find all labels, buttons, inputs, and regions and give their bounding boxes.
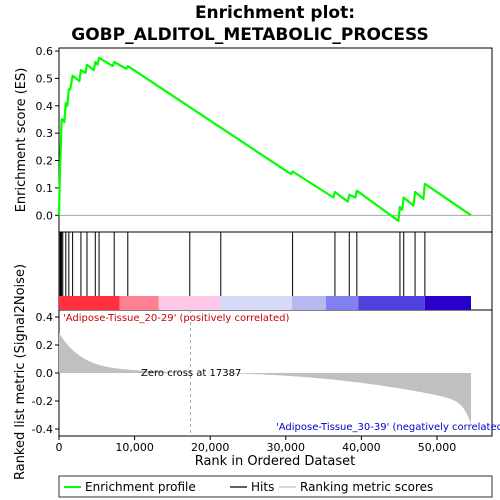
x-tick-label: 0: [56, 441, 63, 454]
chart-title-line-1: Enrichment plot:: [195, 3, 355, 23]
x-tick-label: 20,000: [191, 441, 230, 454]
hits-group: [59, 232, 426, 296]
metric-area: [59, 333, 471, 425]
heat-bar-segment: [325, 296, 359, 310]
metric-y-tick-label: 0.0: [36, 367, 54, 380]
x-tick-label: 40,000: [342, 441, 381, 454]
es-y-tick-group: 0.0 0.1 0.2 0.3 0.4 0.5 0.6: [36, 45, 59, 222]
es-y-axis-label: Enrichment score (ES): [14, 68, 29, 213]
es-line-group: [57, 56, 472, 222]
metric-y-tick-label: -0.2: [32, 395, 53, 408]
heat-bar-group: [59, 296, 471, 310]
zero-cross-label: Zero cross at 17387: [141, 368, 241, 379]
legend-es-label: Enrichment profile: [85, 480, 196, 494]
negative-correlation-label: 'Adipose-Tissue_30-39' (negatively corre…: [276, 422, 500, 433]
es-y-tick-label: 0.2: [36, 155, 54, 168]
es-profile-line: [57, 56, 472, 222]
x-tick-label: 10,000: [115, 441, 154, 454]
es-y-tick-label: 0.6: [36, 45, 54, 58]
heat-bar-segment: [424, 296, 471, 310]
es-y-tick-label: 0.1: [36, 182, 54, 195]
metric-y-tick-label: 0.4: [36, 311, 54, 324]
x-tick-label: 50,000: [418, 441, 457, 454]
heat-bar-segment: [220, 296, 292, 310]
heat-bar-segment: [291, 296, 326, 310]
heat-bar-segment: [358, 296, 425, 310]
chart-title-line-2: GOBP_ALDITOL_METABOLIC_PROCESS: [71, 25, 428, 45]
positive-correlation-label: 'Adipose-Tissue_20-29' (positively corre…: [63, 313, 289, 324]
x-tick-label: 30,000: [267, 441, 306, 454]
es-y-tick-label: 0.3: [36, 127, 54, 140]
metric-group: [59, 310, 471, 436]
es-y-tick-label: 0.0: [36, 209, 54, 222]
legend-hits-label: Hits: [251, 480, 274, 494]
x-axis-label: Rank in Ordered Dataset: [195, 454, 356, 469]
legend-metric-label: Ranking metric scores: [300, 480, 433, 494]
legend-box: [58, 475, 493, 498]
metric-y-tick-label: -0.4: [32, 423, 53, 436]
x-tick-group: 0 10,000 20,000 30,000 40,000 50,000: [56, 436, 457, 454]
heat-bar-segment: [119, 296, 159, 310]
metric-y-tick-group: -0.4 -0.2 0.0 0.2 0.4: [32, 311, 59, 436]
es-y-tick-label: 0.4: [36, 100, 54, 113]
es-y-tick-label: 0.5: [36, 72, 54, 85]
heat-bar-segment: [158, 296, 221, 310]
heat-bar-segment: [59, 296, 120, 310]
metric-y-axis-label: Ranked list metric (Signal2Noise): [13, 264, 28, 480]
metric-y-tick-label: 0.2: [36, 339, 54, 352]
